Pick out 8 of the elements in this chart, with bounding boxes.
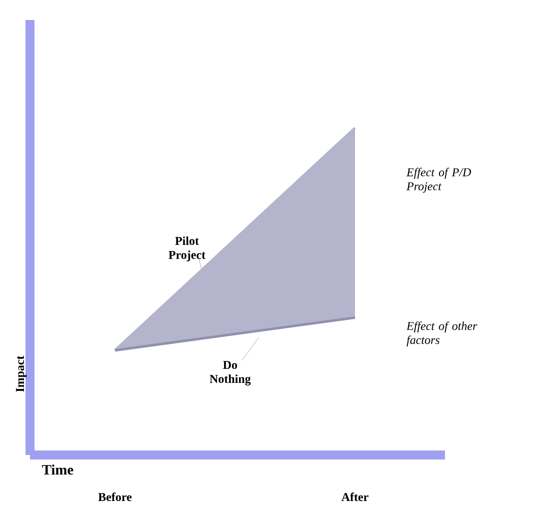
annotation: Effect of other factors [406, 321, 478, 346]
annotation: Effect of P/D Project [406, 168, 472, 193]
series-label: Pilot Project [168, 236, 206, 262]
x-axis-title: Time [42, 464, 74, 475]
x-tick-label: Before [98, 492, 132, 502]
series-label: Do Nothing [210, 360, 251, 386]
y-axis-title: Impact [16, 356, 26, 392]
x-tick-label: After [341, 492, 368, 502]
